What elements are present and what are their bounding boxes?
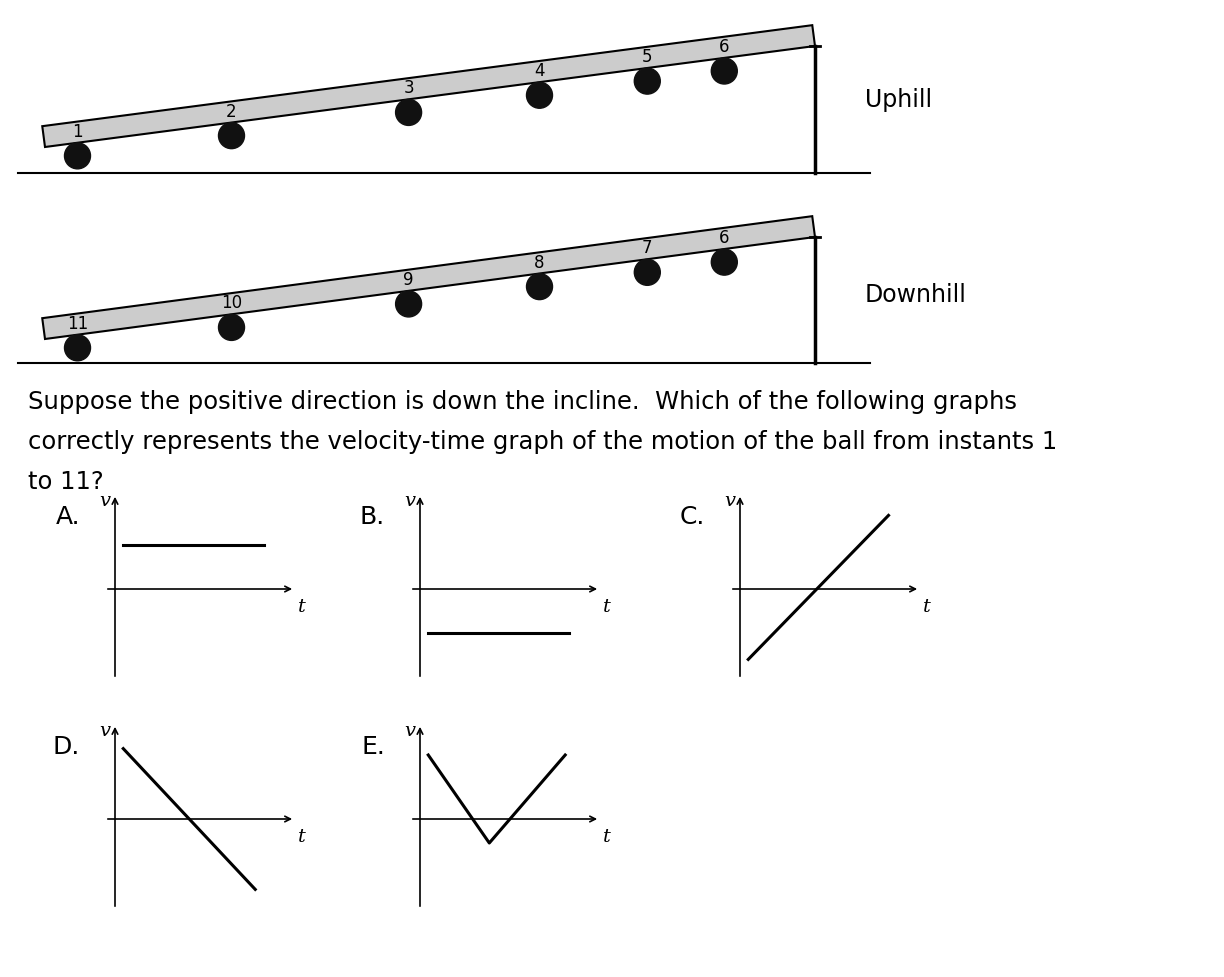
Text: to 11?: to 11? — [28, 470, 104, 493]
Text: 6: 6 — [718, 38, 730, 56]
Text: B.: B. — [360, 504, 386, 529]
Text: E.: E. — [361, 735, 386, 758]
Polygon shape — [43, 26, 815, 148]
Circle shape — [526, 275, 552, 300]
Text: 3: 3 — [403, 79, 414, 98]
Text: t: t — [297, 828, 306, 845]
Text: 7: 7 — [643, 239, 652, 257]
Text: v: v — [99, 721, 110, 740]
Text: 1: 1 — [72, 123, 83, 141]
Circle shape — [711, 59, 737, 85]
Circle shape — [65, 335, 91, 361]
Text: t: t — [603, 597, 611, 616]
Circle shape — [634, 69, 660, 95]
Text: t: t — [603, 828, 611, 845]
Text: 11: 11 — [67, 315, 88, 332]
Circle shape — [526, 83, 552, 109]
Text: v: v — [404, 721, 415, 740]
Text: v: v — [99, 491, 110, 509]
Text: 8: 8 — [534, 253, 545, 272]
Text: v: v — [404, 491, 415, 509]
Circle shape — [219, 316, 245, 341]
Text: 2: 2 — [226, 103, 236, 120]
Text: Suppose the positive direction is down the incline.  Which of the following grap: Suppose the positive direction is down t… — [28, 390, 1017, 413]
Text: A.: A. — [55, 504, 80, 529]
Text: t: t — [297, 597, 306, 616]
Circle shape — [395, 101, 421, 126]
Text: Downhill: Downhill — [865, 282, 967, 307]
Text: 10: 10 — [222, 294, 242, 312]
Text: Uphill: Uphill — [865, 88, 933, 112]
Text: 4: 4 — [534, 63, 545, 80]
Text: v: v — [725, 491, 734, 509]
Circle shape — [219, 123, 245, 149]
Circle shape — [395, 292, 421, 318]
Text: 9: 9 — [404, 271, 414, 288]
Text: 5: 5 — [643, 48, 652, 66]
Text: t: t — [923, 597, 931, 616]
Circle shape — [65, 144, 91, 170]
Text: 6: 6 — [718, 229, 730, 247]
Text: D.: D. — [53, 735, 80, 758]
Circle shape — [711, 250, 737, 276]
Polygon shape — [43, 217, 815, 340]
Circle shape — [634, 260, 660, 286]
Text: C.: C. — [679, 504, 705, 529]
Text: correctly represents the velocity-time graph of the motion of the ball from inst: correctly represents the velocity-time g… — [28, 430, 1058, 453]
